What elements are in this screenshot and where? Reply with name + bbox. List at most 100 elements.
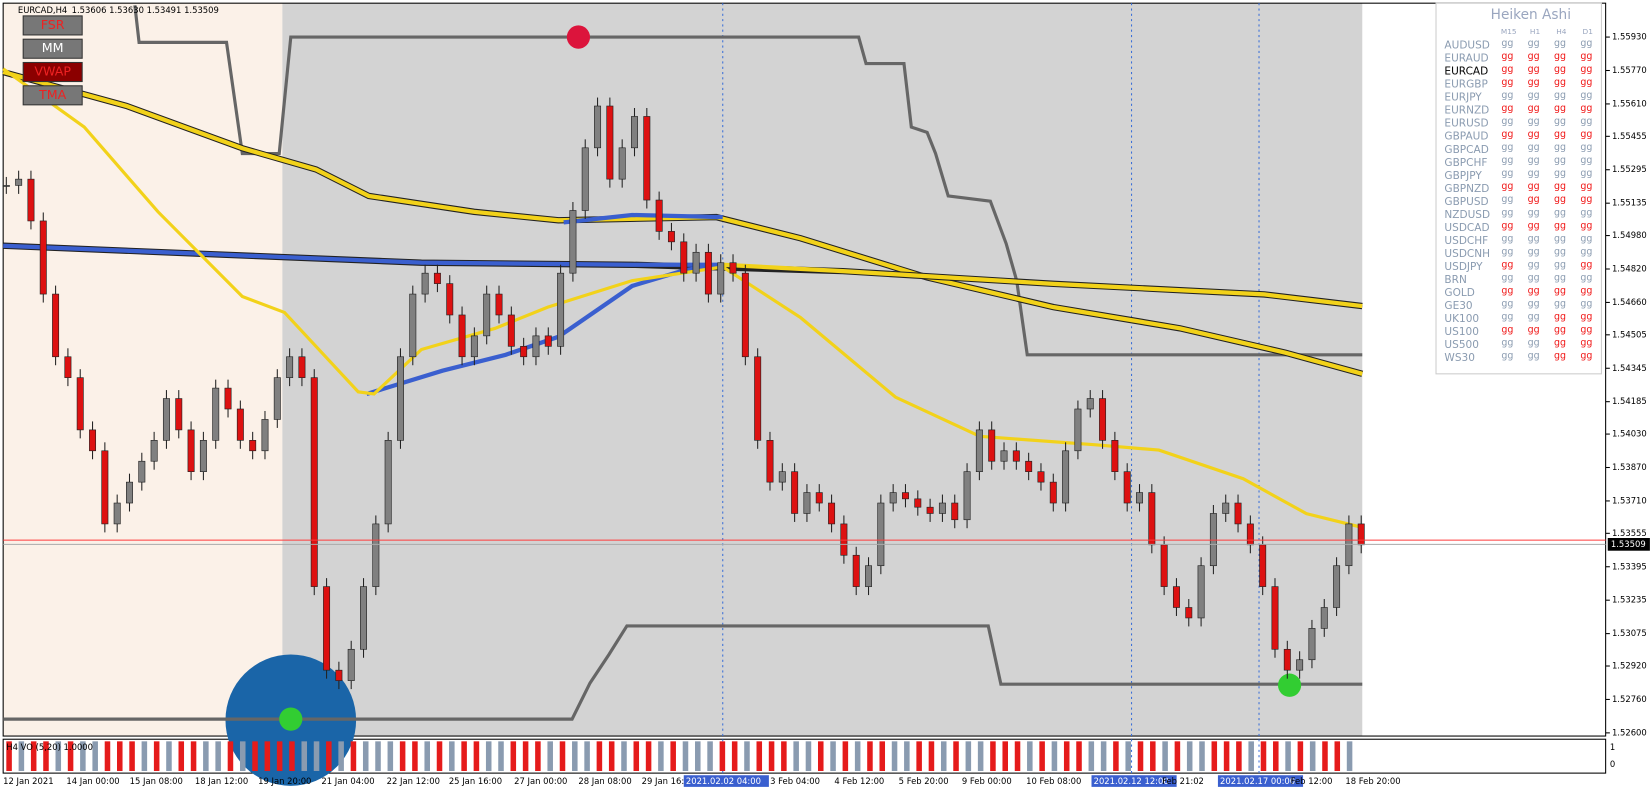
panel-symbol[interactable]: WS30: [1444, 352, 1475, 364]
candle: [1271, 586, 1279, 650]
vo-bar: [584, 741, 590, 771]
candle: [1357, 523, 1365, 546]
candle: [1062, 450, 1070, 504]
button[interactable]: [22, 85, 83, 106]
button[interactable]: [22, 15, 83, 36]
panel-cell: gg: [1528, 38, 1540, 49]
candle: [101, 450, 109, 525]
time-label: 29 Jan 16:: [642, 776, 685, 786]
vo-bar: [965, 741, 972, 771]
candle: [212, 387, 220, 441]
vo-bar: [1014, 741, 1021, 771]
price-tag: [1607, 538, 1650, 551]
button[interactable]: [22, 61, 83, 83]
panel-cell: gg: [1554, 64, 1566, 75]
panel-symbol[interactable]: UK100: [1444, 313, 1479, 325]
candle: [717, 262, 725, 295]
panel-symbol[interactable]: GBPCAD: [1444, 144, 1488, 156]
panel-symbol[interactable]: EURGBP: [1444, 79, 1487, 91]
time-label: 15 Jan 08:00: [130, 776, 183, 786]
vo-bar: [1297, 741, 1304, 771]
button-label[interactable]: TMA: [38, 87, 67, 102]
price-label: 1.54980: [1612, 230, 1647, 240]
panel-cell: gg: [1528, 233, 1540, 244]
candle: [27, 178, 35, 222]
price-label: 1.54030: [1612, 429, 1647, 439]
panel-symbol[interactable]: USDJPY: [1444, 261, 1483, 273]
panel-symbol[interactable]: EURCAD: [1444, 66, 1488, 78]
vo-bar: [990, 741, 996, 771]
panel-symbol[interactable]: GBPUSD: [1444, 196, 1488, 208]
candle: [360, 586, 367, 650]
candle: [803, 492, 811, 514]
vo-bar: [1125, 741, 1131, 771]
button-label[interactable]: FSR: [41, 17, 65, 32]
panel-symbol[interactable]: EURUSD: [1444, 118, 1488, 130]
panel-symbol[interactable]: USDCNH: [1444, 248, 1490, 260]
button-label[interactable]: VWAP: [34, 63, 71, 78]
time-label: 2021.02.02 04:00: [686, 776, 761, 786]
time-label: 28 Jan 08:00: [578, 776, 631, 786]
vo-bar: [104, 741, 111, 771]
panel-symbol[interactable]: NZDUSD: [1444, 209, 1490, 221]
panel-cell: gg: [1501, 90, 1513, 101]
panel-symbol[interactable]: EURNZD: [1444, 105, 1489, 117]
panel-cell: gg: [1528, 220, 1540, 231]
candle: [569, 210, 577, 274]
vo-bar: [1285, 741, 1291, 771]
vo-bar: [424, 741, 430, 771]
panel-column: D1: [1583, 27, 1594, 36]
candle: [902, 492, 909, 500]
panel-cell: gg: [1580, 338, 1592, 349]
vo-bar: [695, 741, 701, 771]
time-label: 2021.02.17 00:00: [1220, 776, 1295, 786]
panel-cell: gg: [1528, 311, 1540, 322]
panel-cell: gg: [1554, 129, 1566, 140]
vo-bar: [326, 741, 332, 771]
panel-cell: gg: [1528, 90, 1540, 101]
panel-cell: gg: [1528, 285, 1540, 296]
panel-symbol[interactable]: US500: [1444, 339, 1479, 351]
panel-cell: gg: [1554, 246, 1566, 257]
candle: [815, 492, 823, 504]
panel-symbol[interactable]: GOLD: [1444, 287, 1474, 299]
vo-bar: [781, 741, 787, 771]
vo-bar: [362, 741, 369, 771]
panel-symbol[interactable]: GBPCHF: [1444, 157, 1487, 169]
vo-bar: [227, 741, 234, 771]
panel-symbol[interactable]: US100: [1444, 326, 1479, 338]
vo-bar: [953, 741, 959, 771]
candle: [1160, 544, 1168, 587]
candle: [1000, 450, 1008, 462]
vo-bar: [572, 741, 578, 771]
button-label[interactable]: MM: [42, 40, 64, 55]
candle: [1148, 492, 1156, 546]
panel-symbol[interactable]: USDCAD: [1444, 222, 1489, 234]
panel-symbol[interactable]: BRN: [1444, 274, 1466, 286]
channel-upper: [133, 5, 1363, 357]
price-label: 1.54820: [1612, 263, 1647, 273]
panel-cell: gg: [1554, 338, 1566, 349]
candle: [729, 262, 737, 274]
candle: [421, 272, 429, 295]
candle: [631, 116, 638, 149]
panel-symbol[interactable]: USDCHF: [1444, 235, 1488, 247]
price-label: 1.55770: [1612, 65, 1647, 75]
candle: [1111, 440, 1119, 473]
panel-symbol[interactable]: AUDUSD: [1444, 40, 1489, 52]
panel-cell: gg: [1580, 233, 1592, 244]
vo-bar: [1236, 741, 1242, 771]
panel-symbol[interactable]: EURJPY: [1444, 92, 1482, 104]
panel-symbol[interactable]: EURAUD: [1444, 53, 1488, 65]
time-label: 21 Jan 04:00: [321, 776, 374, 786]
panel-symbol[interactable]: GE30: [1444, 300, 1472, 312]
time-label: 5 Feb 20:00: [899, 776, 949, 786]
panel-symbol[interactable]: GBPJPY: [1444, 170, 1482, 182]
button[interactable]: [22, 38, 83, 59]
vo-bar: [276, 741, 283, 771]
vo-bar: [756, 741, 763, 771]
panel-symbol[interactable]: GBPNZD: [1444, 183, 1489, 195]
candle: [618, 147, 626, 180]
panel-symbol[interactable]: GBPAUD: [1444, 131, 1488, 143]
panel-cell: gg: [1501, 116, 1513, 127]
